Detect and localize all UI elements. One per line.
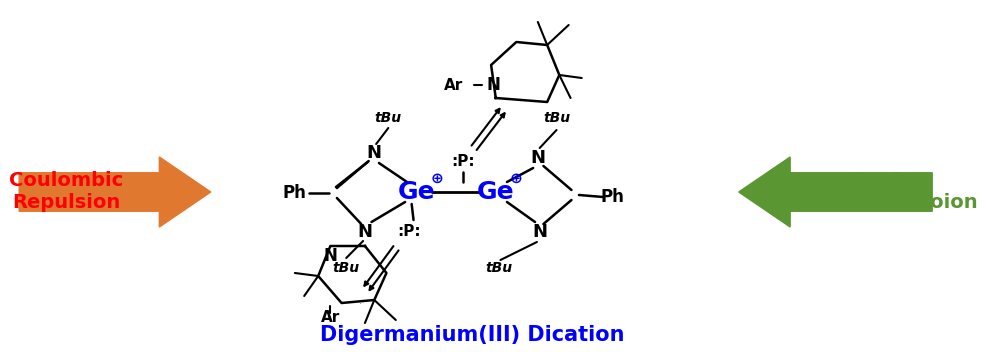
Text: N: N (531, 223, 546, 241)
Text: :P:: :P: (396, 225, 420, 239)
Text: ⊕: ⊕ (510, 170, 523, 186)
Text: Ge: Ge (397, 180, 435, 204)
Text: tBu: tBu (542, 111, 570, 125)
FancyArrow shape (19, 157, 211, 227)
Text: Digermanium(III) Dication: Digermanium(III) Dication (319, 325, 624, 345)
Text: Ge-Ge
Bond Formatoion: Ge-Ge Bond Formatoion (789, 171, 977, 213)
Text: N: N (323, 247, 337, 265)
FancyArrow shape (738, 157, 931, 227)
Text: Ge: Ge (476, 180, 514, 204)
Text: Ph: Ph (600, 188, 624, 206)
Text: tBu: tBu (332, 261, 360, 275)
Text: N: N (486, 76, 500, 94)
Text: Ar: Ar (444, 77, 462, 93)
Text: Ph: Ph (283, 184, 307, 202)
Text: Coulombic
Repulsion: Coulombic Repulsion (9, 171, 123, 213)
Text: ⊕: ⊕ (430, 170, 443, 186)
Text: N: N (367, 144, 382, 162)
Text: :P:: :P: (451, 155, 474, 170)
Text: tBu: tBu (484, 261, 512, 275)
Text: Ar: Ar (320, 310, 339, 326)
Text: N: N (357, 223, 372, 241)
Text: tBu: tBu (375, 111, 401, 125)
Text: N: N (360, 302, 361, 303)
Text: N: N (529, 149, 545, 167)
